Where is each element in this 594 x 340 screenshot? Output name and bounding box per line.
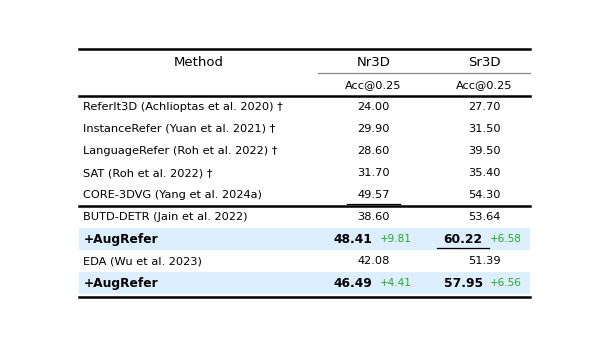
Text: 57.95: 57.95: [444, 276, 483, 290]
Text: 38.60: 38.60: [357, 212, 390, 222]
Text: SAT (Roh et al. 2022) †: SAT (Roh et al. 2022) †: [83, 168, 213, 178]
Text: 31.50: 31.50: [467, 124, 500, 134]
Text: Nr3D: Nr3D: [356, 56, 390, 69]
Text: Acc@0.25: Acc@0.25: [456, 80, 512, 90]
Text: Sr3D: Sr3D: [467, 56, 500, 69]
Text: 51.39: 51.39: [467, 256, 500, 266]
Text: +AugRefer: +AugRefer: [83, 276, 158, 290]
Text: 24.00: 24.00: [357, 102, 390, 112]
Text: 35.40: 35.40: [467, 168, 500, 178]
Text: +9.81: +9.81: [380, 234, 412, 244]
Text: +AugRefer: +AugRefer: [83, 233, 158, 245]
Text: +4.41: +4.41: [380, 278, 412, 288]
Text: 53.64: 53.64: [467, 212, 500, 222]
Text: 31.70: 31.70: [357, 168, 390, 178]
Text: Method: Method: [173, 56, 223, 69]
Text: 27.70: 27.70: [467, 102, 500, 112]
Text: 42.08: 42.08: [357, 256, 390, 266]
Text: Acc@0.25: Acc@0.25: [345, 80, 402, 90]
Text: 60.22: 60.22: [444, 233, 483, 245]
Text: 39.50: 39.50: [467, 146, 500, 156]
Text: 28.60: 28.60: [357, 146, 390, 156]
Text: 54.30: 54.30: [467, 190, 500, 200]
Text: 49.57: 49.57: [357, 190, 390, 200]
Text: 46.49: 46.49: [333, 276, 372, 290]
Text: BUTD-DETR (Jain et al. 2022): BUTD-DETR (Jain et al. 2022): [83, 212, 248, 222]
Text: InstanceRefer (Yuan et al. 2021) †: InstanceRefer (Yuan et al. 2021) †: [83, 124, 276, 134]
Text: 48.41: 48.41: [333, 233, 372, 245]
Text: CORE-3DVG (Yang et al. 2024a): CORE-3DVG (Yang et al. 2024a): [83, 190, 263, 200]
FancyBboxPatch shape: [79, 228, 530, 250]
Text: +6.58: +6.58: [490, 234, 522, 244]
Text: EDA (Wu et al. 2023): EDA (Wu et al. 2023): [83, 256, 203, 266]
Text: 29.90: 29.90: [357, 124, 390, 134]
Text: +6.56: +6.56: [490, 278, 522, 288]
Text: LanguageRefer (Roh et al. 2022) †: LanguageRefer (Roh et al. 2022) †: [83, 146, 278, 156]
FancyBboxPatch shape: [79, 272, 530, 294]
Text: ReferIt3D (Achlioptas et al. 2020) †: ReferIt3D (Achlioptas et al. 2020) †: [83, 102, 283, 112]
